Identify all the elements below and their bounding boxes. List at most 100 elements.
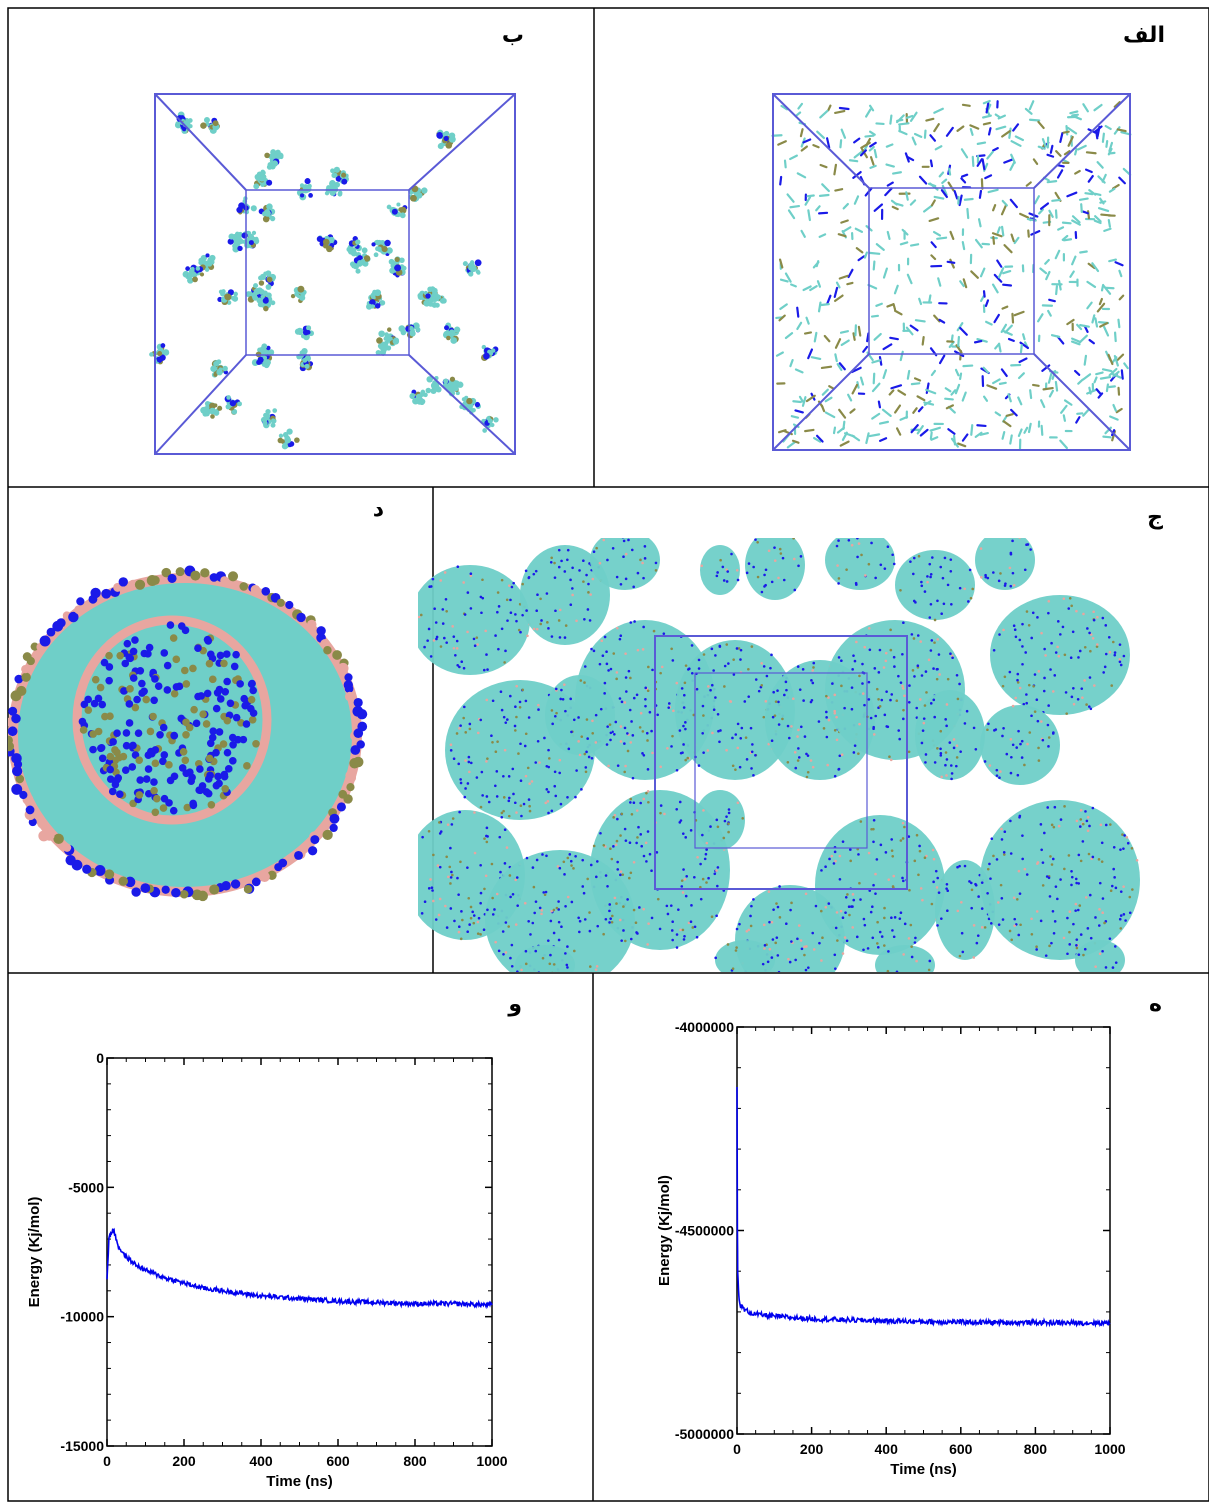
headgroup-dot (852, 898, 856, 902)
core-dot (186, 768, 194, 777)
headgroup-dot (990, 837, 994, 840)
headgroup-dot (853, 744, 857, 747)
headgroup-dot (486, 757, 489, 760)
molecule (839, 440, 850, 447)
molecule (997, 342, 1002, 353)
x-tick-label: 0 (733, 1441, 741, 1457)
headgroup-dot (1001, 684, 1005, 688)
headgroup-dot (908, 888, 911, 892)
headgroup-dot (642, 907, 646, 911)
headgroup-dot (840, 684, 843, 688)
molecule (1072, 115, 1082, 121)
headgroup-dot (548, 757, 551, 760)
molecule (1003, 158, 1014, 164)
cluster-particle (271, 153, 279, 160)
headgroup-dot (907, 700, 911, 704)
headgroup-dot (725, 815, 728, 818)
headgroup-dot (1074, 902, 1078, 906)
headgroup-dot (963, 864, 967, 868)
headgroup-dot (553, 576, 557, 579)
headgroup-dot (923, 704, 927, 707)
molecule (1107, 151, 1116, 155)
core-dot (189, 664, 197, 673)
headgroup-dot (1067, 854, 1071, 857)
headgroup-dot (850, 543, 854, 547)
headgroup-dot (1066, 952, 1069, 956)
headgroup-dot (1072, 702, 1076, 706)
molecule (1071, 215, 1081, 224)
cluster-particle (256, 359, 262, 365)
cluster-particle (213, 372, 218, 377)
molecule (854, 227, 864, 233)
headgroup-dot (449, 749, 453, 752)
headgroup-dot (907, 937, 911, 940)
outer-dot (68, 611, 79, 623)
headgroup-dot (510, 964, 514, 968)
molecule (986, 384, 998, 390)
molecule (1093, 125, 1103, 134)
headgroup-dot (588, 929, 592, 933)
headgroup-dot (1068, 597, 1072, 600)
molecule (1011, 312, 1015, 324)
cluster-particle (149, 352, 154, 357)
headgroup-dot (1012, 896, 1016, 900)
cluster-particle (278, 433, 284, 438)
core-dot (207, 800, 216, 809)
cluster-particle (182, 127, 187, 132)
headgroup-dot (893, 916, 897, 919)
molecule (1079, 250, 1088, 254)
headgroup-dot (500, 815, 504, 819)
core-dot (170, 731, 178, 740)
headgroup-dot (509, 956, 512, 960)
headgroup-dot (1035, 910, 1039, 913)
headgroup-dot (923, 856, 927, 860)
headgroup-dot (591, 577, 595, 581)
headgroup-dot (1077, 882, 1081, 885)
headgroup-dot (1000, 896, 1004, 900)
headgroup-dot (770, 739, 774, 743)
molecule (1073, 369, 1081, 376)
headgroup-dot (1017, 869, 1021, 873)
headgroup-dot (902, 953, 905, 956)
headgroup-dot (445, 609, 448, 613)
headgroup-dot (1000, 838, 1004, 841)
headgroup-dot (444, 598, 448, 601)
headgroup-dot (1094, 916, 1097, 919)
headgroup-dot (834, 967, 837, 970)
outer-dot (329, 823, 338, 833)
molecule (885, 163, 895, 168)
headgroup-dot (845, 568, 848, 571)
molecule (838, 274, 849, 280)
molecule (833, 163, 838, 176)
headgroup-dot (902, 717, 905, 721)
headgroup-dot (837, 767, 841, 771)
headgroup-dot (485, 698, 489, 702)
outer-dot (46, 627, 56, 637)
headgroup-dot (557, 987, 560, 990)
headgroup-dot (509, 694, 512, 698)
headgroup-dot (722, 579, 726, 582)
cluster-particle (329, 180, 336, 187)
molecule (840, 128, 847, 139)
cluster-particle (423, 299, 431, 307)
headgroup-dot (634, 921, 638, 925)
headgroup-dot (750, 904, 753, 908)
headgroup-dot (930, 639, 934, 642)
headgroup-dot (716, 866, 720, 869)
cluster-particle (457, 381, 464, 388)
headgroup-dot (672, 709, 675, 713)
headgroup-dot (432, 639, 436, 642)
headgroup-dot (491, 699, 495, 703)
outer-dot (230, 879, 241, 889)
headgroup-dot (591, 719, 594, 723)
core-dot (115, 790, 124, 798)
molecule (1009, 434, 1013, 445)
headgroup-dot (986, 867, 990, 871)
molecule (1010, 233, 1015, 243)
headgroup-dot (1035, 948, 1038, 951)
molecule (1097, 175, 1106, 184)
molecule (1118, 269, 1123, 278)
headgroup-dot (433, 607, 436, 610)
headgroup-dot (524, 949, 528, 953)
headgroup-dot (519, 630, 522, 634)
